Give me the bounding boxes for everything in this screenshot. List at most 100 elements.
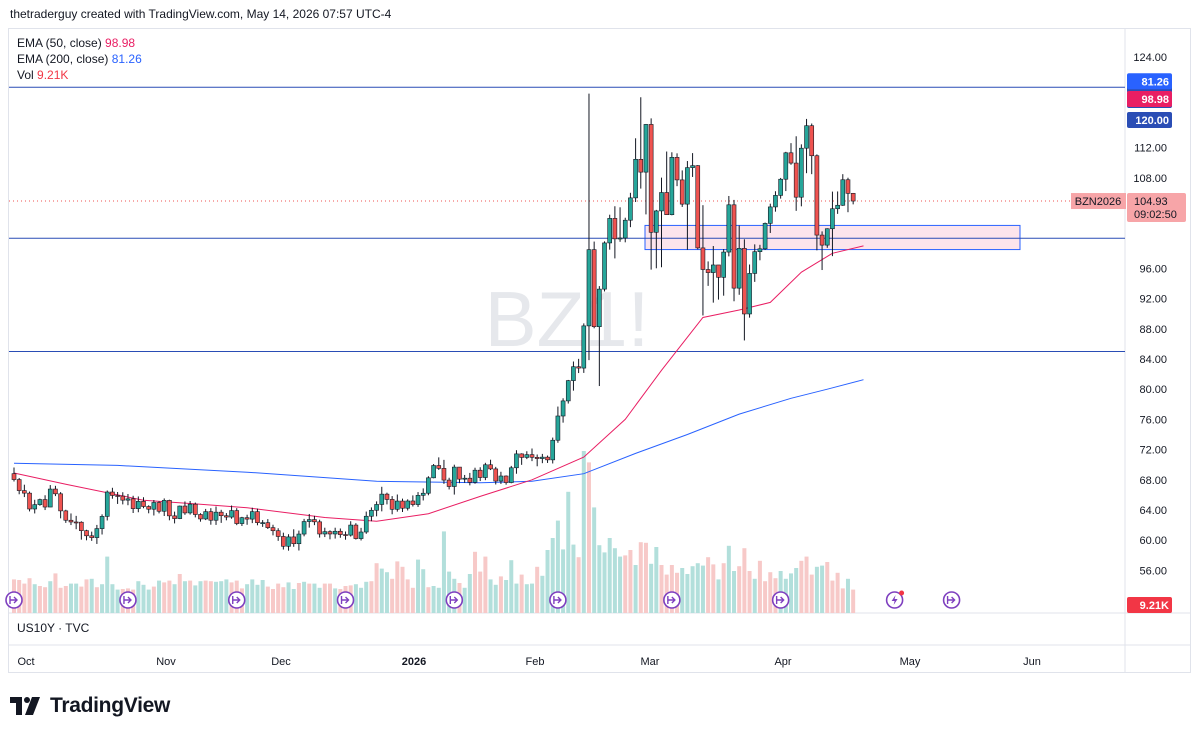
- candle[interactable]: [648, 118, 654, 270]
- legend-volume[interactable]: Vol 9.21K: [17, 67, 142, 83]
- candle[interactable]: [550, 437, 556, 464]
- candle[interactable]: [198, 513, 203, 522]
- candle[interactable]: [576, 358, 581, 374]
- candle[interactable]: [612, 206, 618, 259]
- candle[interactable]: [249, 507, 255, 524]
- candle[interactable]: [11, 467, 17, 482]
- candle[interactable]: [353, 523, 359, 540]
- candle[interactable]: [94, 524, 100, 544]
- candle[interactable]: [47, 485, 53, 508]
- candle[interactable]: [182, 501, 188, 515]
- secondary-symbol-label[interactable]: US10Y · TVC: [17, 621, 90, 635]
- candle[interactable]: [218, 509, 224, 523]
- candle[interactable]: [234, 508, 240, 526]
- candle[interactable]: [338, 528, 343, 538]
- candle[interactable]: [674, 153, 680, 187]
- legend-ema50[interactable]: EMA (50, close) 98.98: [17, 35, 142, 51]
- candle[interactable]: [804, 118, 809, 174]
- candle[interactable]: [104, 490, 110, 521]
- candle[interactable]: [628, 192, 633, 228]
- candle[interactable]: [654, 209, 659, 269]
- candle[interactable]: [151, 500, 157, 516]
- tradingview-logo[interactable]: TradingView: [10, 694, 170, 718]
- candle[interactable]: [835, 191, 840, 214]
- candle[interactable]: [136, 496, 141, 513]
- candle[interactable]: [814, 154, 820, 251]
- dividend-arrow-icon[interactable]: [336, 591, 355, 609]
- candle[interactable]: [255, 508, 260, 526]
- candle[interactable]: [467, 472, 473, 486]
- candle[interactable]: [426, 476, 431, 496]
- candle[interactable]: [275, 528, 281, 541]
- candle[interactable]: [229, 505, 234, 519]
- candle[interactable]: [731, 199, 737, 302]
- candle[interactable]: [32, 499, 38, 514]
- candle[interactable]: [493, 466, 499, 485]
- candle[interactable]: [850, 192, 856, 205]
- dividend-arrow-icon[interactable]: [942, 591, 961, 609]
- dividend-arrow-icon[interactable]: [227, 591, 246, 609]
- candle[interactable]: [348, 521, 354, 537]
- candle[interactable]: [477, 467, 483, 482]
- candle[interactable]: [436, 457, 442, 470]
- candle[interactable]: [306, 513, 312, 528]
- candle[interactable]: [529, 448, 535, 462]
- candle[interactable]: [483, 462, 488, 481]
- candle[interactable]: [845, 177, 851, 213]
- candle[interactable]: [508, 465, 514, 484]
- candle[interactable]: [721, 249, 726, 296]
- candle[interactable]: [53, 485, 58, 497]
- candle[interactable]: [84, 529, 89, 541]
- candle[interactable]: [581, 323, 587, 373]
- candle[interactable]: [441, 459, 447, 484]
- candle[interactable]: [472, 467, 478, 484]
- dividend-upcoming-icon[interactable]: [885, 590, 905, 609]
- candle[interactable]: [659, 177, 664, 268]
- candle[interactable]: [446, 477, 452, 490]
- candle[interactable]: [602, 241, 607, 292]
- candle[interactable]: [451, 464, 457, 495]
- candle[interactable]: [560, 398, 566, 423]
- candle[interactable]: [115, 492, 120, 504]
- candle[interactable]: [63, 509, 69, 523]
- candle[interactable]: [664, 151, 669, 215]
- candle[interactable]: [597, 286, 602, 387]
- candle[interactable]: [830, 191, 835, 257]
- candle[interactable]: [172, 511, 177, 524]
- dividend-arrow-icon[interactable]: [119, 591, 137, 609]
- ema200-line[interactable]: [13, 379, 864, 484]
- candle[interactable]: [265, 519, 271, 529]
- candle[interactable]: [819, 231, 825, 271]
- candle[interactable]: [187, 500, 193, 515]
- candle[interactable]: [519, 453, 524, 465]
- dividend-arrow-icon[interactable]: [663, 591, 681, 609]
- candle[interactable]: [177, 505, 183, 520]
- candle[interactable]: [669, 152, 675, 216]
- candle[interactable]: [555, 406, 561, 443]
- candle[interactable]: [343, 531, 348, 540]
- candle[interactable]: [840, 174, 846, 206]
- candle[interactable]: [286, 534, 291, 551]
- candle[interactable]: [37, 498, 43, 506]
- candle[interactable]: [809, 123, 815, 175]
- candle[interactable]: [633, 138, 638, 203]
- candle[interactable]: [716, 264, 721, 300]
- candle[interactable]: [291, 529, 297, 547]
- candle[interactable]: [462, 474, 467, 483]
- candle[interactable]: [762, 222, 768, 251]
- candle[interactable]: [405, 499, 410, 511]
- candle[interactable]: [410, 495, 416, 507]
- candle[interactable]: [488, 459, 493, 471]
- candle[interactable]: [545, 455, 550, 463]
- candle[interactable]: [193, 502, 198, 518]
- candle[interactable]: [757, 244, 763, 261]
- candle[interactable]: [22, 484, 27, 498]
- candle[interactable]: [767, 203, 773, 233]
- candle[interactable]: [540, 453, 545, 464]
- candle[interactable]: [156, 501, 162, 514]
- candle[interactable]: [690, 153, 695, 177]
- dividend-arrow-icon[interactable]: [445, 591, 464, 609]
- candle[interactable]: [42, 495, 48, 511]
- candle[interactable]: [79, 521, 84, 540]
- candle[interactable]: [208, 508, 214, 525]
